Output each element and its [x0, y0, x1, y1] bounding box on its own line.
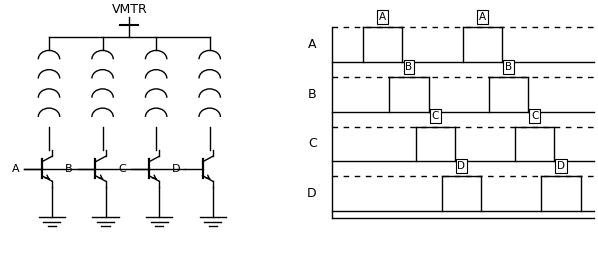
Text: D: D [172, 164, 180, 174]
Text: D: D [557, 161, 565, 171]
Text: VMTR: VMTR [111, 3, 147, 16]
Text: D: D [457, 161, 465, 171]
Text: C: C [432, 111, 439, 121]
Text: C: C [308, 137, 317, 150]
Text: C: C [531, 111, 538, 121]
Text: D: D [307, 187, 317, 200]
Text: B: B [505, 62, 512, 72]
Text: A: A [479, 12, 486, 22]
Text: C: C [118, 164, 126, 174]
Text: A: A [309, 38, 317, 51]
Text: B: B [308, 88, 317, 101]
Text: B: B [65, 164, 73, 174]
Text: A: A [11, 164, 19, 174]
Text: A: A [379, 12, 386, 22]
Text: B: B [405, 62, 413, 72]
